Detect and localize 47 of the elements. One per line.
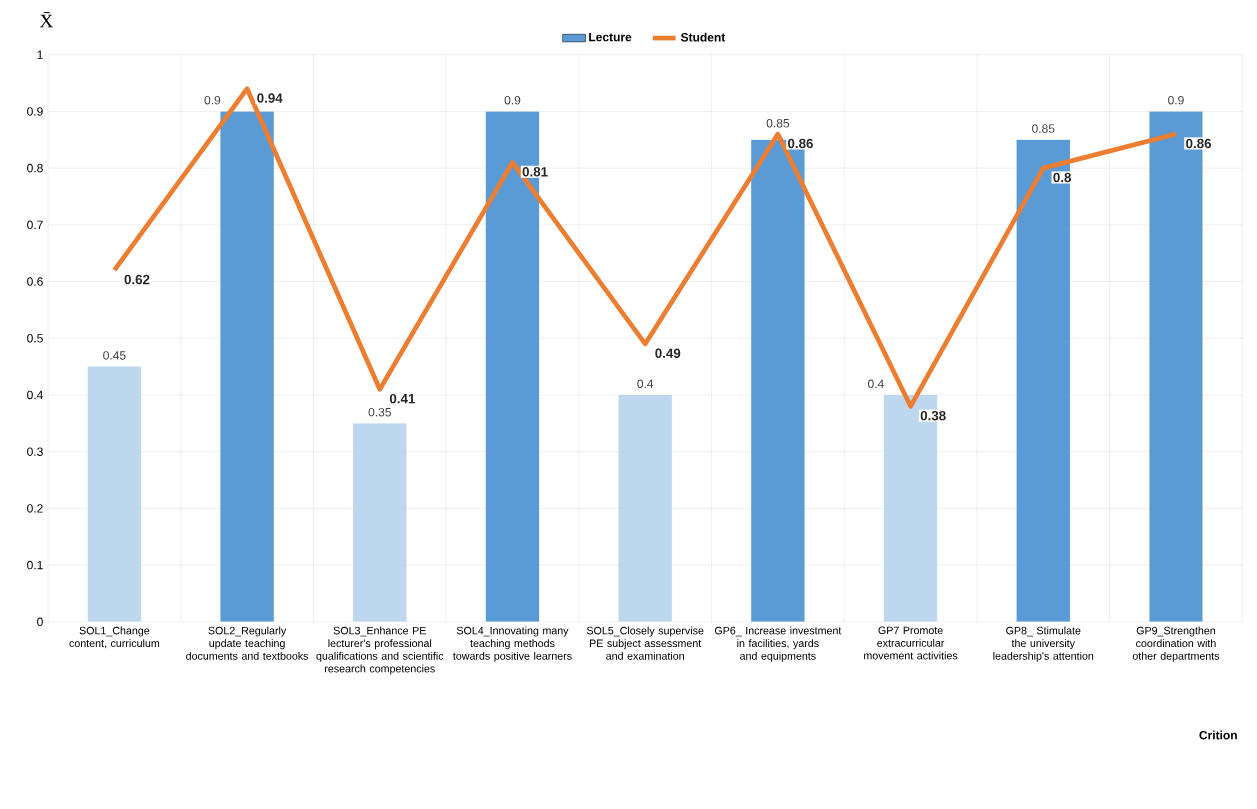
- x-tick-label: SOL2_Regularly update teaching documents and textbooks: [186, 626, 309, 660]
- data-label: 0.85: [766, 119, 790, 128]
- data-label: 0.4: [637, 379, 654, 389]
- data-label: 0.35: [368, 408, 391, 417]
- data-label: 0.38: [920, 411, 946, 421]
- y-tick-label: 0: [37, 617, 43, 627]
- bar: [220, 111, 274, 622]
- data-label: 0.9: [504, 96, 521, 105]
- legend-label: Student: [680, 32, 726, 42]
- data-label: 0.81: [522, 167, 548, 177]
- y-tick-label: 1: [37, 50, 43, 60]
- y-tick-label: 0.3: [27, 447, 43, 457]
- bar: [618, 395, 672, 622]
- x-tick-label: GP6_ Increase investment in facilities, yards and equipments: [714, 626, 842, 663]
- x-tick-label: SOL1_Change content, curriculum: [69, 626, 160, 649]
- y-tick-label: 0.9: [27, 107, 43, 116]
- y-tick-label: 0.8: [27, 164, 43, 173]
- data-label: 0.94: [257, 93, 283, 103]
- data-label: 0.8: [1053, 172, 1072, 183]
- data-label: 0.86: [1186, 138, 1212, 149]
- data-label: 0.49: [655, 348, 681, 359]
- y-tick-label: 0.6: [27, 277, 43, 286]
- x-tick-label: SOL4_Innovating many teaching methods towards positive learners: [453, 626, 572, 663]
- data-label: 0.62: [124, 275, 150, 285]
- y-tick-label: 0.7: [27, 220, 43, 230]
- bar: [353, 423, 407, 622]
- bar: [87, 366, 142, 622]
- data-label: 0.41: [389, 394, 415, 404]
- x-tick-label: SOL5_Closely supervise PE subject assessment and examination: [586, 626, 704, 660]
- data-label: 0.9: [1168, 96, 1184, 105]
- x-tick-label: SOL3_Enhance PE lecturer's professional qualifications and scientific research competencies: [316, 626, 444, 675]
- x-tick-label: GP9_Strengthen coordination with other departments: [1132, 626, 1220, 663]
- y-tick-label: 0.5: [27, 334, 43, 343]
- y-axis-title: X̄: [39, 12, 53, 28]
- bar: [1016, 139, 1070, 622]
- data-label: 0.9: [204, 96, 221, 105]
- y-tick-label: 0.1: [27, 561, 43, 570]
- legend-label: Lecture: [589, 33, 632, 42]
- x-tick-label: GP8_ Stimulate the university leadership's attention: [993, 626, 1094, 663]
- data-label: 0.45: [103, 351, 126, 360]
- data-label: 0.4: [867, 379, 884, 389]
- x-tick-label: GP7 Promote extracurricular movement activities: [864, 626, 958, 660]
- data-label: 0.86: [788, 138, 813, 149]
- x-axis-title: Crition: [1199, 730, 1237, 740]
- y-tick-label: 0.4: [27, 390, 43, 400]
- y-tick-label: 0.2: [27, 504, 43, 513]
- data-label: 0.85: [1032, 124, 1055, 134]
